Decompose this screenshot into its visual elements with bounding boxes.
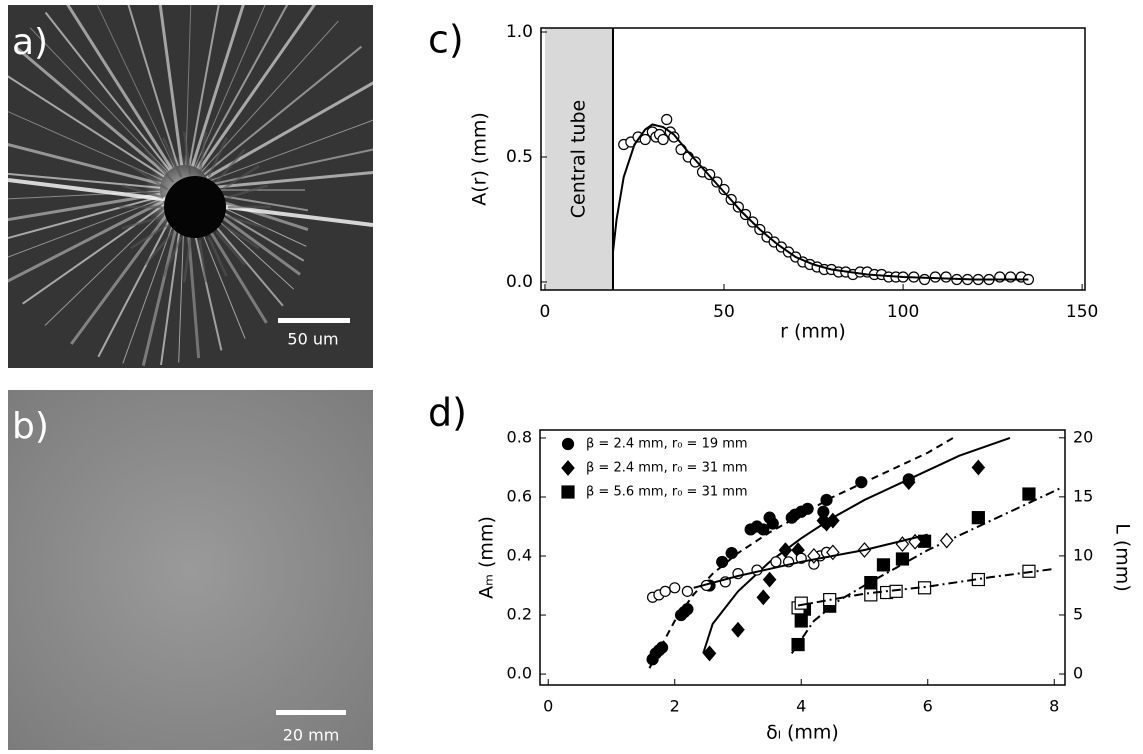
marker xyxy=(920,275,930,285)
x-axis-label: r (mm) xyxy=(780,321,846,343)
fit-line xyxy=(613,125,1028,280)
marker xyxy=(662,115,672,125)
scale-bar-label: 20 mm xyxy=(283,726,340,745)
x-tick-label: 2 xyxy=(670,697,680,716)
marker xyxy=(795,597,807,609)
scale-bar xyxy=(278,318,350,323)
x-tick-label: 0 xyxy=(543,697,553,716)
x-tick-label: 100 xyxy=(887,302,919,322)
y-tick-label: 0.8 xyxy=(507,427,532,446)
plot-area xyxy=(613,115,1033,285)
marker xyxy=(972,512,984,524)
x-axis-label: δₗ (mm) xyxy=(766,722,839,744)
scale-bar xyxy=(276,710,346,715)
y-axis-label: A(r) (mm) xyxy=(469,112,491,206)
legend-label: β = 2.4 mm, r₀ = 19 mm xyxy=(586,437,748,452)
marker xyxy=(757,590,769,604)
chart: d) 0 2 4 6 8 0.0 0.2 0.4 0.6 0.8 0 5 10 15 20 δₗ (mm) Aₘ … xyxy=(428,391,1134,744)
hole xyxy=(164,176,226,238)
y-axis-label: Aₘ (mm) xyxy=(476,516,498,599)
panel-label: d) xyxy=(428,391,467,435)
legend-label: β = 2.4 mm, r₀ = 31 mm xyxy=(586,461,748,476)
y-tick-label: 0.0 xyxy=(507,664,532,683)
marker xyxy=(877,559,889,571)
x-tick-label: 6 xyxy=(923,697,933,716)
marker xyxy=(795,615,807,627)
y2-tick-label: 5 xyxy=(1073,604,1083,623)
scale-bar-label: 50 um xyxy=(287,330,338,349)
x-tick-label: 4 xyxy=(796,697,806,716)
panel-label: c) xyxy=(428,18,464,62)
chart: c) Central tube 0 50 100 150 0.0 0.5 1.0 r (mm) A(… xyxy=(428,18,1098,343)
y2-tick-label: 0 xyxy=(1073,664,1083,683)
marker xyxy=(890,585,902,597)
y2-tick-label: 10 xyxy=(1073,545,1093,564)
y2-tick-label: 15 xyxy=(1073,486,1093,505)
figure: a) 50 um b) 20 mm c)Central tube05010015… xyxy=(0,0,1143,754)
panel-label: b) xyxy=(12,406,49,447)
y-tick-label: 0.0 xyxy=(506,272,533,292)
legend-marker xyxy=(563,439,574,450)
region-label: Central tube xyxy=(567,100,589,218)
marker xyxy=(670,583,680,593)
legend-marker xyxy=(562,461,574,475)
x-tick-label: 0 xyxy=(540,302,551,322)
legend-marker xyxy=(562,486,574,498)
plot-frame xyxy=(541,28,1085,290)
marker xyxy=(690,157,700,167)
marker xyxy=(771,557,781,567)
y-tick-label: 0.5 xyxy=(506,147,533,167)
marker xyxy=(896,553,908,565)
marker xyxy=(972,460,984,474)
y-tick-label: 0.4 xyxy=(507,546,532,565)
marker xyxy=(865,589,877,601)
marker xyxy=(941,272,951,282)
x-tick-label: 50 xyxy=(713,302,735,322)
x-tick-label: 8 xyxy=(1049,697,1059,716)
marker xyxy=(941,534,953,548)
panel-label: a) xyxy=(12,22,48,63)
y-tick-label: 1.0 xyxy=(506,22,533,42)
legend-label: β = 5.6 mm, r₀ = 31 mm xyxy=(586,485,748,500)
x-tick-label: 150 xyxy=(1066,302,1098,322)
marker xyxy=(764,573,776,587)
marker xyxy=(732,623,744,637)
y2-axis-label: L (mm) xyxy=(1112,523,1134,591)
marker xyxy=(930,272,940,282)
marker xyxy=(682,604,693,615)
y-tick-label: 0.6 xyxy=(507,486,532,505)
marker xyxy=(682,586,692,596)
marker xyxy=(1023,488,1035,500)
y-tick-label: 0.2 xyxy=(507,605,532,624)
marker xyxy=(660,586,670,596)
y2-tick-label: 20 xyxy=(1073,427,1093,446)
marker xyxy=(726,548,737,559)
fit-line xyxy=(792,488,1061,653)
image-background xyxy=(8,390,373,750)
